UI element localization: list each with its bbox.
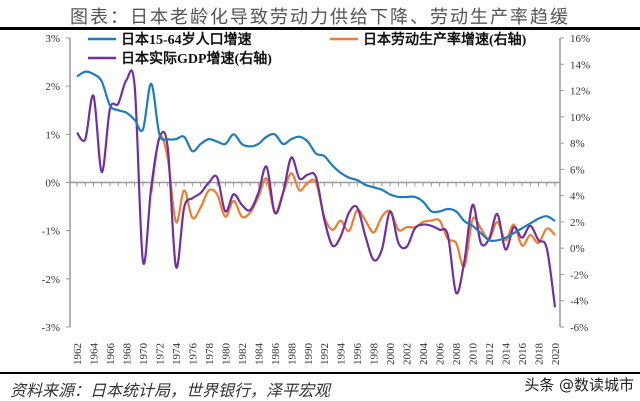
x-tick-label: 1986 <box>270 343 282 366</box>
x-tick-label: 2012 <box>484 343 496 365</box>
x-tick-label: 2008 <box>451 343 463 366</box>
legend-label: 日本实际GDP增速(右轴) <box>121 50 272 67</box>
x-tick-label: 1962 <box>72 343 84 365</box>
left-tick-label: -2% <box>42 274 60 286</box>
chart-title: 图表：日本老龄化导致劳动力供给下降、劳动生产率趋缓 <box>70 7 570 28</box>
x-tick-label: 1972 <box>154 343 166 365</box>
right-tick-label: 4% <box>570 191 585 203</box>
left-tick-label: 0% <box>45 178 60 190</box>
x-tick-label: 2018 <box>534 343 546 366</box>
x-tick-label: 1982 <box>237 343 249 365</box>
series-line <box>76 69 557 308</box>
right-tick-label: 2% <box>570 217 585 229</box>
x-tick-label: 2000 <box>385 343 397 366</box>
source-note: 资料来源：日本统计局，世界银行，泽平宏观 <box>10 381 331 400</box>
right-tick-label: 8% <box>570 138 585 150</box>
watermark: 头条 @数读城市 <box>524 374 634 395</box>
x-tick-label: 2004 <box>418 343 430 366</box>
top-rule <box>0 27 640 30</box>
series-line <box>150 135 556 268</box>
x-tick-label: 2016 <box>517 343 529 366</box>
x-tick-label: 1984 <box>253 343 265 366</box>
right-tick-label: 0% <box>570 243 585 255</box>
left-tick-label: -3% <box>42 322 60 334</box>
x-tick-label: 1968 <box>121 343 133 366</box>
left-tick-label: 1% <box>45 129 60 141</box>
x-tick-label: 1988 <box>286 343 298 366</box>
x-tick-label: 1990 <box>303 343 315 366</box>
x-tick-label: 1966 <box>105 343 117 366</box>
x-tick-label: 2014 <box>501 343 513 366</box>
right-tick-label: 14% <box>570 59 590 71</box>
x-tick-label: 1980 <box>220 343 232 366</box>
series-1 <box>150 135 556 268</box>
x-tick-label: 1978 <box>204 343 216 366</box>
chart: -3% -2% -1% 0% 1% 2% 3% -6% -4% -2% 0% 2% 4% 6% 8% 10% 1… <box>42 31 591 366</box>
left-tick-label: 2% <box>45 81 60 93</box>
legend-label: 日本劳动生产率增速(右轴) <box>363 31 527 48</box>
x-tick-label: 1994 <box>336 343 348 366</box>
x-tick-label: 2006 <box>435 343 447 366</box>
x-tick-label: 1964 <box>88 343 100 366</box>
x-tick-label: 2010 <box>468 343 480 366</box>
x-tick-label: 1970 <box>138 343 150 366</box>
series-2 <box>76 69 557 308</box>
x-tick-label: 2020 <box>550 343 562 366</box>
x-tick-label: 1998 <box>369 343 381 366</box>
x-tick-label: 1996 <box>352 343 364 366</box>
right-tick-label: 6% <box>570 164 585 176</box>
x-tick-label: 1974 <box>171 343 183 366</box>
x-tick-label: 1992 <box>319 343 331 365</box>
right-tick-label: -6% <box>570 322 588 334</box>
legend-label: 日本15-64岁人口增速 <box>121 31 252 48</box>
x-tick-label: 2002 <box>402 343 414 365</box>
right-tick-label: 16% <box>570 33 590 45</box>
right-tick-label: 12% <box>570 86 590 98</box>
right-tick-label: -4% <box>570 296 588 308</box>
left-tick-label: -1% <box>42 226 60 238</box>
right-tick-label: -2% <box>570 269 588 281</box>
left-tick-label: 3% <box>45 33 60 45</box>
right-tick-label: 10% <box>570 112 590 124</box>
series-0 <box>76 70 556 243</box>
bottom-rule <box>0 372 640 374</box>
x-tick-label: 1976 <box>187 343 199 366</box>
